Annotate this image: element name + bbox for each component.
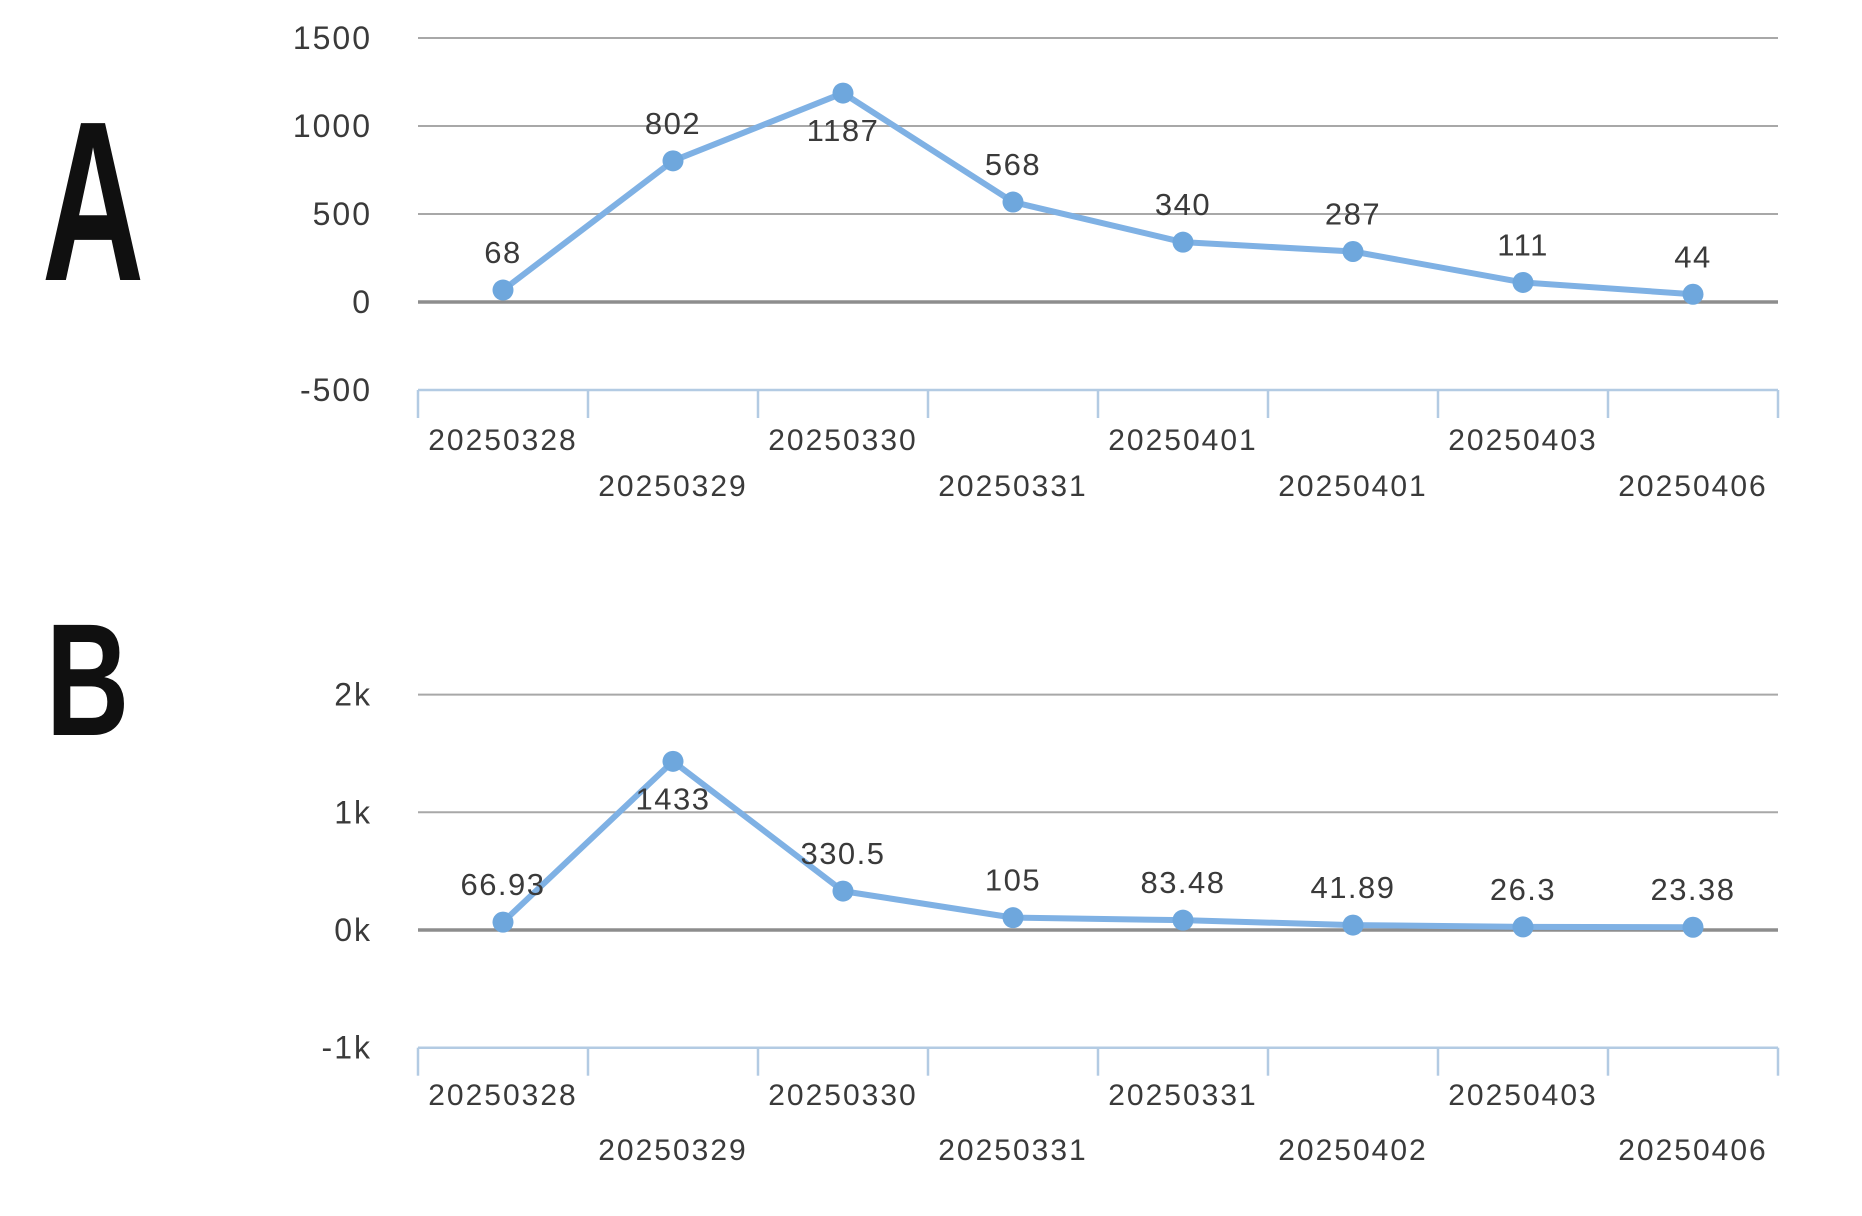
data-point-label: 340: [1155, 187, 1211, 222]
x-tick-label: 20250328: [428, 1079, 577, 1112]
data-point: [1342, 240, 1364, 262]
data-point-label: 23.38: [1650, 872, 1735, 907]
x-tick-label: 20250328: [428, 424, 577, 457]
data-point: [1002, 907, 1024, 929]
y-tick-label: -500: [300, 372, 372, 408]
data-point: [662, 150, 684, 172]
y-tick-label: 1500: [293, 20, 372, 56]
x-tick-label: 20250331: [1108, 1079, 1257, 1112]
data-point-label: 105: [985, 863, 1041, 898]
data-point-label: 83.48: [1140, 865, 1225, 900]
data-point-label: 1433: [636, 781, 711, 816]
y-tick-label: 1k: [334, 794, 372, 830]
panel-label-b: B: [46, 590, 130, 769]
y-tick-label: -1k: [322, 1030, 372, 1066]
data-point: [1002, 191, 1024, 213]
y-tick-label: 0: [352, 284, 372, 320]
data-point: [1682, 283, 1704, 305]
x-tick-label: 20250402: [1278, 1134, 1427, 1167]
y-tick-label: 2k: [334, 677, 372, 713]
x-tick-label: 20250331: [938, 1134, 1087, 1167]
x-tick-label: 20250401: [1278, 470, 1427, 503]
data-point: [1342, 914, 1364, 936]
x-tick-label: 20250330: [768, 1079, 917, 1112]
x-tick-label: 20250406: [1618, 470, 1767, 503]
data-point: [662, 750, 684, 772]
x-tick-label: 20250401: [1108, 424, 1257, 457]
x-tick-label: 20250403: [1448, 1079, 1597, 1112]
series-line: [500, 90, 1696, 298]
x-tick-label: 20250403: [1448, 424, 1597, 457]
x-tick-label: 20250406: [1618, 1134, 1767, 1167]
data-point-label: 68: [484, 235, 521, 270]
data-point: [492, 911, 514, 933]
series-line: [500, 758, 1696, 931]
data-point: [1682, 916, 1704, 938]
x-tick-label: 20250330: [768, 424, 917, 457]
y-tick-label: 500: [313, 196, 372, 232]
data-point: [1172, 231, 1194, 253]
data-point-label: 330.5: [800, 836, 885, 871]
data-point-label: 1187: [807, 113, 880, 148]
x-tick-label: 20250331: [938, 470, 1087, 503]
data-point-label: 26.3: [1490, 872, 1556, 907]
panel-label-a: A: [42, 75, 145, 329]
data-point: [492, 279, 514, 301]
data-point-label: 111: [1497, 227, 1549, 262]
data-point-label: 66.93: [460, 867, 545, 902]
data-point-label: 568: [985, 147, 1041, 182]
data-point: [1512, 271, 1534, 293]
data-point: [1172, 909, 1194, 931]
data-point-label: 802: [645, 106, 701, 141]
data-point: [832, 82, 854, 104]
x-tick-label: 20250329: [598, 1134, 747, 1167]
data-point-label: 44: [1674, 239, 1711, 274]
data-point-label: 287: [1325, 196, 1381, 231]
y-tick-label: 0k: [334, 912, 372, 948]
data-point: [832, 880, 854, 902]
y-tick-label: 1000: [293, 108, 372, 144]
data-point-label: 41.89: [1310, 870, 1395, 905]
x-tick-label: 20250329: [598, 470, 747, 503]
data-point: [1512, 916, 1534, 938]
